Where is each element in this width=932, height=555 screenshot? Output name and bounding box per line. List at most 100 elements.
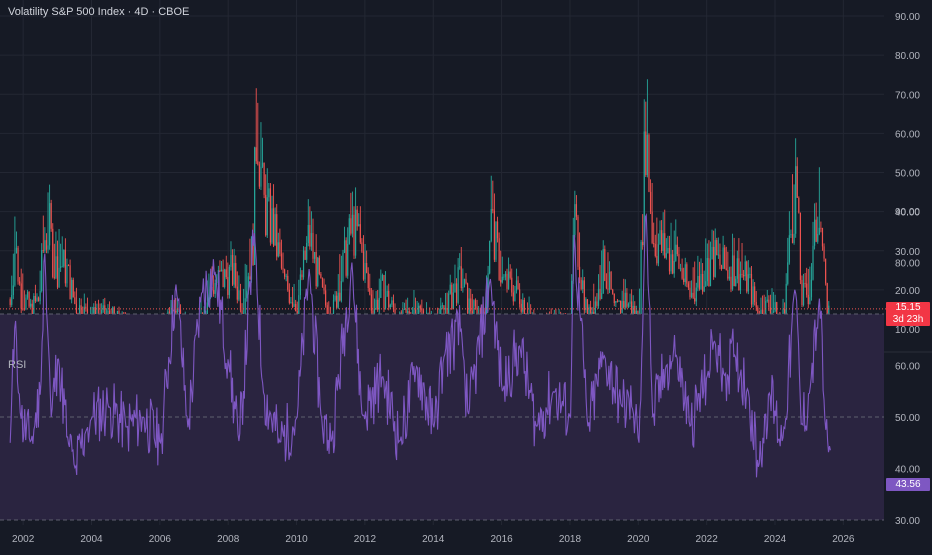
candle-body: [659, 230, 661, 245]
candle-body: [635, 310, 637, 317]
x-tick-label: 2014: [422, 534, 445, 545]
candle-body: [354, 209, 357, 256]
candle-body: [462, 287, 464, 289]
candle-body: [515, 280, 518, 291]
candle-body: [522, 299, 524, 312]
candle-body: [225, 269, 227, 278]
rsi-y-tick-label: 30.00: [895, 516, 920, 527]
candle-body: [269, 188, 272, 243]
candle-body: [795, 166, 797, 234]
x-tick-label: 2002: [12, 534, 35, 545]
candle-body: [347, 243, 349, 276]
candle-body: [602, 248, 604, 294]
candle-body: [37, 297, 40, 302]
candle-body: [301, 274, 303, 278]
candle-body: [55, 256, 57, 278]
candle-body: [325, 290, 327, 306]
candle-body: [697, 275, 699, 288]
candle-body: [821, 227, 824, 247]
last-price-badge: 15.15 3d 23h: [886, 302, 930, 326]
x-tick-label: 2006: [149, 534, 172, 545]
y-tick-label: 50.00: [895, 169, 920, 180]
candle-body: [266, 197, 268, 236]
candle-body: [668, 247, 671, 272]
candle-body: [722, 247, 724, 269]
candle-body: [28, 292, 30, 307]
candle-body: [643, 131, 645, 246]
candle-body: [651, 211, 653, 243]
candle-body: [334, 295, 336, 300]
candle-body: [575, 204, 578, 217]
candle-body: [586, 299, 589, 323]
candle-body: [470, 298, 472, 312]
candle-body: [810, 279, 813, 298]
candle-body: [33, 295, 35, 320]
candle-body: [80, 305, 82, 320]
candle-body: [321, 278, 324, 288]
y-tick-label: 90.00: [895, 12, 920, 23]
candle-body: [26, 292, 29, 298]
candle-body: [52, 228, 54, 277]
candle-body: [302, 250, 305, 278]
candle-body: [222, 269, 224, 288]
candle-body: [274, 214, 276, 246]
candle-body: [85, 306, 87, 309]
candle-body: [708, 258, 710, 287]
rsi-value-badge: 43.56: [886, 478, 930, 491]
candle-body: [692, 292, 694, 299]
candle-body: [298, 295, 300, 316]
candle-body: [496, 221, 499, 239]
candle-body: [44, 240, 46, 251]
candle-body: [353, 214, 355, 256]
candle-body: [580, 279, 582, 290]
candle-body: [235, 263, 237, 287]
candle-body: [683, 278, 685, 283]
candle-body: [826, 283, 828, 315]
candle-body: [457, 267, 459, 303]
candle-body: [343, 240, 346, 253]
candle-body: [735, 278, 737, 287]
x-tick-label: 2012: [354, 534, 377, 545]
rsi-pane-label: RSI: [8, 359, 27, 371]
candle-body: [657, 244, 660, 264]
candle-body: [317, 257, 319, 287]
candle-body: [381, 275, 384, 281]
candle-body: [746, 261, 748, 292]
candle-body: [473, 300, 475, 315]
candle-body: [358, 224, 360, 227]
candle-body: [660, 230, 663, 251]
candle-body: [380, 280, 382, 298]
candle-body: [30, 303, 32, 307]
candle-body: [806, 283, 808, 295]
candle-body: [645, 131, 647, 175]
candle-body: [246, 290, 248, 299]
candle-body: [74, 297, 76, 304]
candle-body: [727, 269, 729, 279]
candle-body: [468, 298, 470, 314]
candle-body: [610, 271, 612, 290]
candle-body: [623, 301, 625, 308]
candle-body: [102, 305, 104, 310]
candle-body: [61, 266, 63, 268]
candle-body: [340, 281, 342, 301]
x-tick-label: 2018: [559, 534, 582, 545]
candle-body: [465, 279, 467, 284]
candle-body: [706, 258, 708, 282]
candle-body: [784, 309, 786, 314]
candle-body: [214, 283, 216, 294]
candle-body: [386, 290, 388, 297]
candle-body: [687, 283, 690, 288]
candle-body: [799, 212, 801, 280]
candle-body: [323, 287, 325, 291]
candle-body: [815, 219, 817, 242]
candle-body: [498, 238, 500, 280]
candle-body: [733, 255, 735, 287]
candle-body: [596, 301, 598, 306]
y-tick-label: 10.00: [895, 325, 920, 336]
candle-body: [802, 282, 805, 306]
rsi-y-tick-label: 60.00: [895, 362, 920, 373]
candle-body: [260, 166, 262, 187]
candle-body: [654, 244, 656, 256]
